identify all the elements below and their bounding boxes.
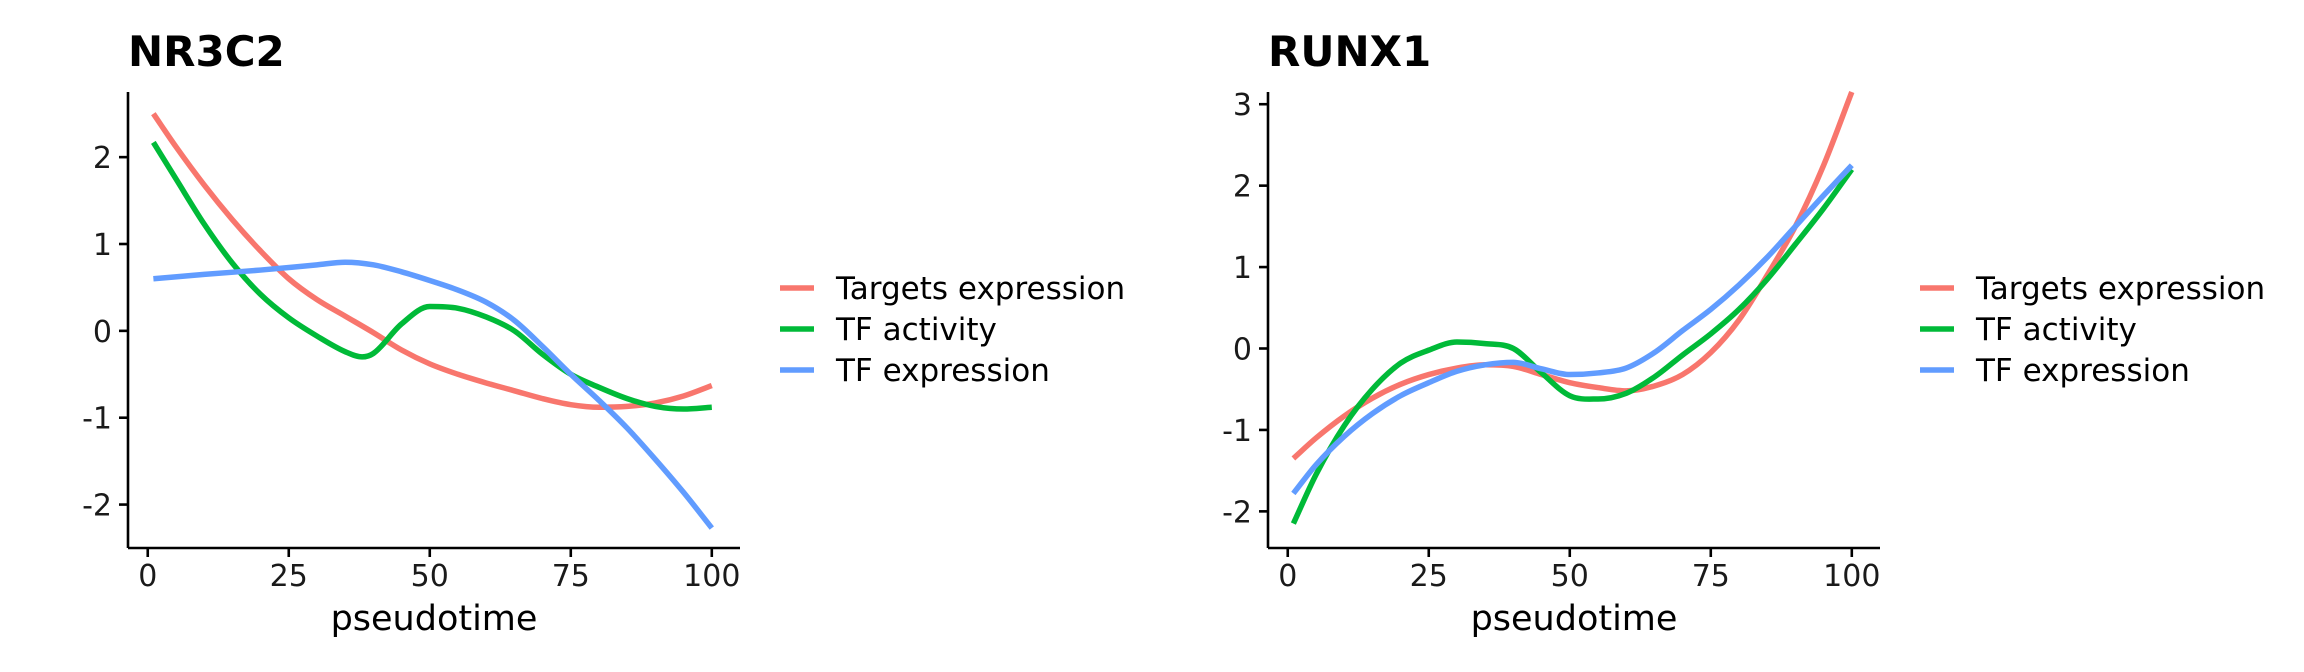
legend-label: TF expression: [1975, 353, 2190, 389]
legend: Targets expression TF activity TF expressi…: [780, 271, 1125, 389]
y-tick-label: 1: [93, 228, 112, 263]
x-tick-label: 75: [552, 559, 590, 594]
chart-panel-1: RUNX1 3 2 1 0 -1 -2 0 25 50 75 100 pseudotime Targets…: [1222, 27, 2265, 639]
series-line-tf-activity: [1290, 167, 1855, 525]
y-tick-label: -1: [1222, 414, 1252, 449]
y-tick-label: 3: [1233, 88, 1252, 123]
legend-label: TF expression: [835, 353, 1050, 389]
x-tick-label: 25: [1410, 559, 1448, 594]
y-tick-label: -1: [82, 402, 112, 437]
x-tick-label: 0: [1278, 559, 1297, 594]
x-tick-label: 50: [411, 559, 449, 594]
x-tick-label: 0: [138, 559, 157, 594]
x-tick-label: 100: [1823, 559, 1880, 594]
series-line-tf-expression: [153, 259, 714, 530]
y-tick-label: 2: [1233, 170, 1252, 205]
legend-label: Targets expression: [1975, 271, 2265, 307]
x-tick-label: 25: [270, 559, 308, 594]
y-tick-label: -2: [82, 489, 112, 524]
x-tick-label: 100: [683, 559, 740, 594]
legend-label: TF activity: [1975, 312, 2137, 348]
chart-panel-0: NR3C2 2 1 0 -1 -2 0 25 50 75 100 pseudotime Targets …: [82, 27, 1125, 639]
series-line-targets-expression: [151, 112, 713, 411]
legend-label: TF activity: [835, 312, 997, 348]
x-axis-title: pseudotime: [1471, 599, 1678, 639]
series-line-tf-expression: [1291, 163, 1854, 496]
series-line-tf-activity: [151, 140, 712, 412]
y-tick-label: 1: [1233, 251, 1252, 286]
x-tick-label: 75: [1692, 559, 1730, 594]
y-tick-label: 0: [1233, 333, 1252, 368]
legend: Targets expression TF activity TF expressi…: [1920, 271, 2265, 389]
x-tick-label: 50: [1551, 559, 1589, 594]
y-tick-label: 0: [93, 315, 112, 350]
y-tick-label: -2: [1222, 495, 1252, 530]
legend-label: Targets expression: [835, 271, 1125, 307]
y-tick-label: 2: [93, 141, 112, 176]
x-axis-title: pseudotime: [331, 599, 538, 639]
chart-title: NR3C2: [128, 27, 285, 76]
chart-title: RUNX1: [1268, 27, 1431, 76]
